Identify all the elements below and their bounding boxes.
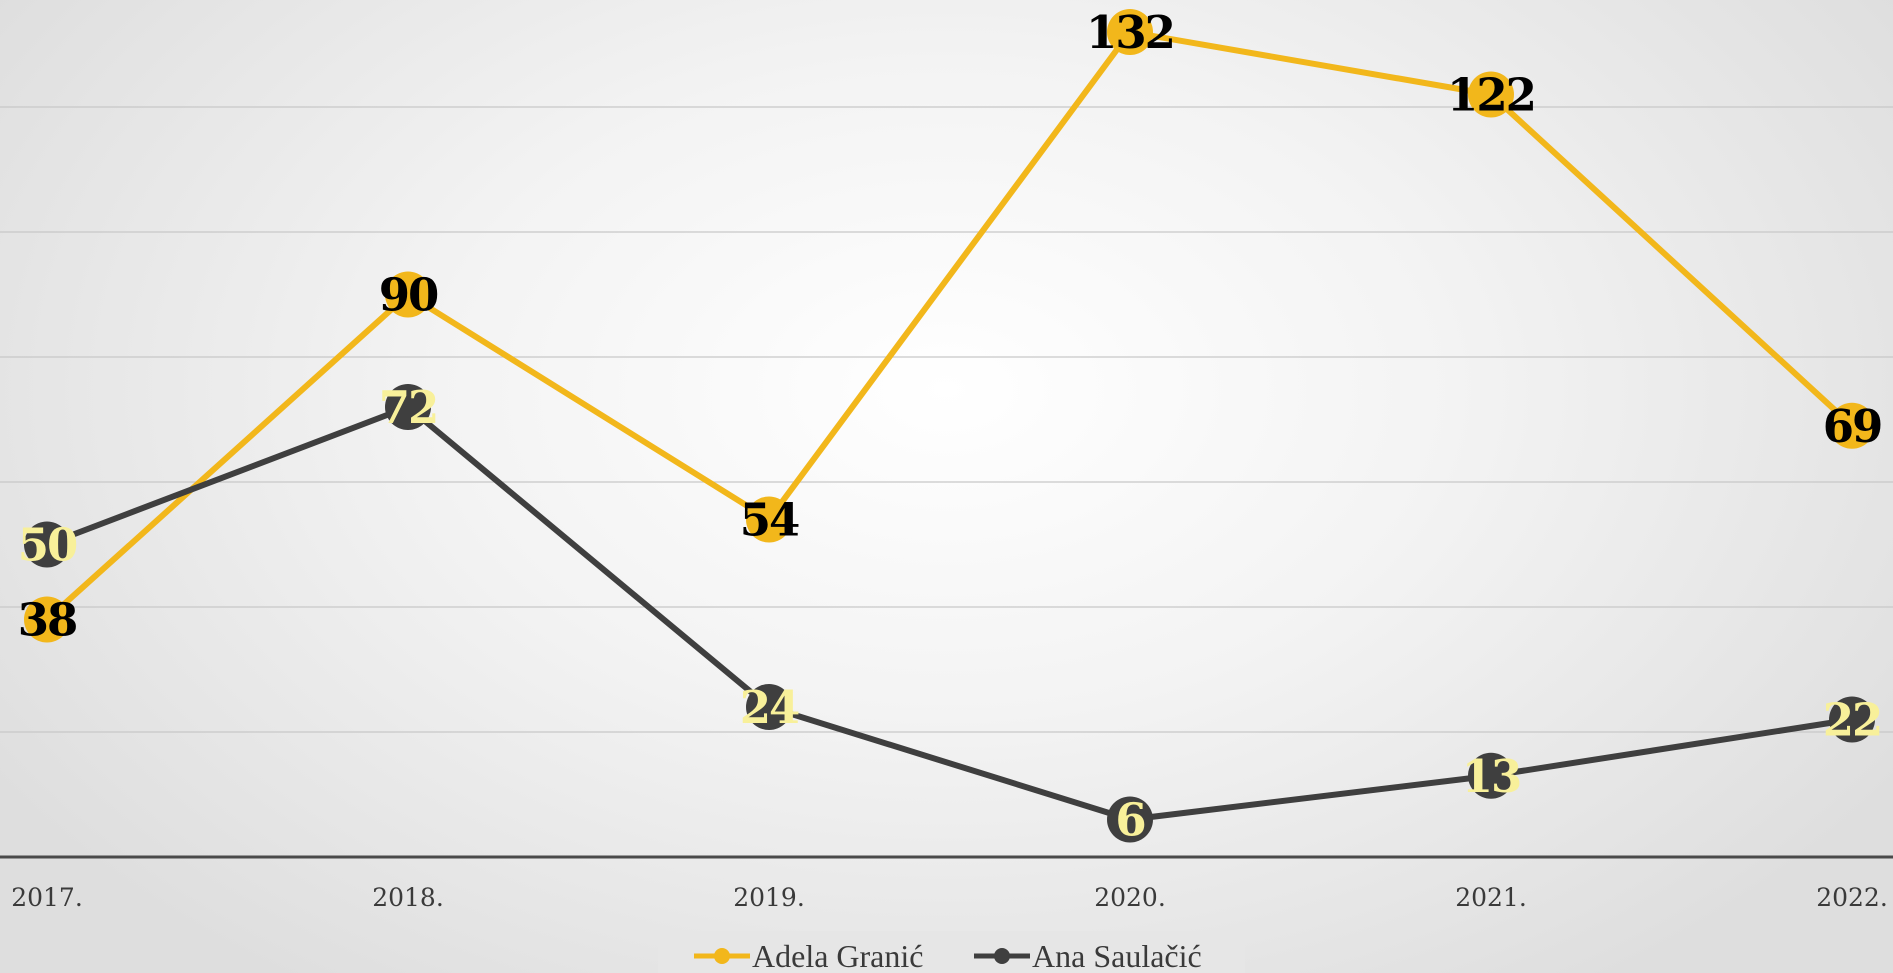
x-tick-label: 2022. bbox=[1816, 883, 1888, 912]
data-point bbox=[1468, 752, 1514, 799]
series-line bbox=[45, 404, 1853, 823]
data-label: 50 bbox=[18, 519, 77, 572]
data-label: 38 bbox=[18, 594, 77, 647]
data-point bbox=[24, 596, 70, 643]
x-tick-label: 2019. bbox=[733, 883, 805, 912]
x-tick-label: 2020. bbox=[1094, 883, 1166, 912]
data-label: 69 bbox=[1823, 400, 1882, 453]
x-axis-ticks: 2017. 2018. 2019. 2020. 2021. 2022. bbox=[11, 883, 1888, 912]
legend: Adela Granić Ana Saulačić bbox=[658, 931, 1245, 973]
data-label: 13 bbox=[1462, 750, 1521, 803]
data-label: 54 bbox=[740, 494, 799, 547]
data-labels: 38 90 54 132 122 69 50 72 24 6 13 22 bbox=[18, 6, 1884, 847]
legend-label: Ana Saulačić bbox=[1032, 938, 1202, 973]
legend-item-0: Adela Granić bbox=[694, 938, 923, 973]
data-label: 6 bbox=[1115, 794, 1144, 847]
data-label: 132 bbox=[1086, 6, 1174, 59]
data-point bbox=[1829, 696, 1875, 743]
data-point bbox=[746, 496, 792, 543]
gridlines bbox=[0, 106, 1893, 733]
legend-item-1: Ana Saulačić bbox=[974, 938, 1202, 973]
data-label: 72 bbox=[379, 381, 438, 434]
data-point bbox=[1829, 402, 1875, 449]
data-label: 22 bbox=[1823, 694, 1882, 747]
data-label: 90 bbox=[379, 269, 438, 322]
data-point bbox=[746, 684, 792, 730]
data-point bbox=[1107, 9, 1153, 55]
x-tick-label: 2021. bbox=[1455, 883, 1527, 912]
data-point bbox=[1107, 796, 1153, 843]
series-line bbox=[44, 29, 1855, 622]
data-label: 122 bbox=[1447, 69, 1535, 122]
data-point bbox=[24, 521, 70, 568]
legend-background bbox=[658, 931, 1245, 973]
x-tick-label: 2018. bbox=[372, 883, 444, 912]
data-label: 24 bbox=[740, 681, 799, 734]
data-point bbox=[385, 384, 431, 430]
legend-swatch-marker bbox=[714, 948, 730, 964]
legend-label: Adela Granić bbox=[752, 938, 923, 973]
series bbox=[24, 9, 1875, 843]
data-point bbox=[385, 271, 431, 318]
data-point bbox=[1468, 71, 1514, 118]
x-tick-label: 2017. bbox=[11, 883, 83, 912]
legend-swatch-marker bbox=[994, 948, 1010, 964]
